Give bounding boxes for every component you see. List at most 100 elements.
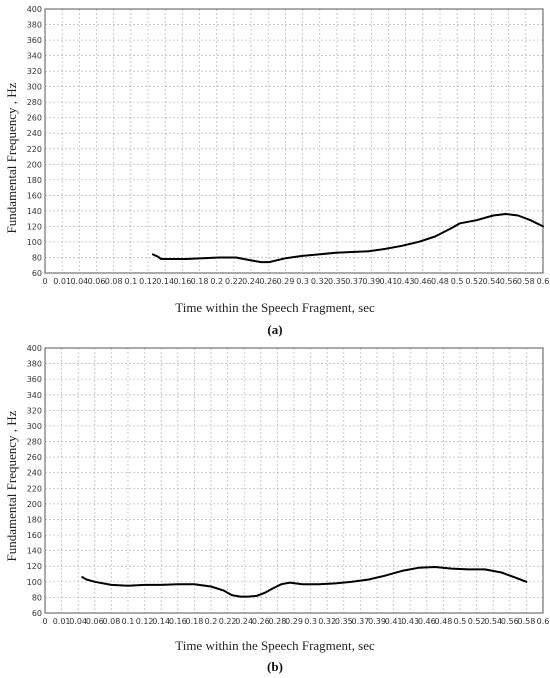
chart-b-xtick-label: 0.29	[285, 617, 303, 626]
chart-b-ytick-label: 400	[27, 344, 42, 353]
chart-a-xtick-label: 0.54	[483, 277, 501, 286]
chart-b-xtick-label: 0.48	[434, 617, 452, 626]
chart-a-xtick-label: 0.37	[345, 277, 363, 286]
chart-b-xtick-label: 0.46	[418, 617, 436, 626]
chart-a-xlabel: Time within the Speech Fragment, sec	[175, 300, 375, 315]
chart-a-xtick-label: 0.58	[517, 277, 535, 286]
chart-a-xtick-label: 0.22	[225, 277, 243, 286]
chart-a-ytick-label: 140	[27, 207, 42, 216]
chart-a-xtick-label: 0.26	[259, 277, 277, 286]
chart-b-ytick-label: 280	[27, 438, 42, 447]
chart-b-xtick-label: 0.56	[501, 617, 519, 626]
chart-b-xtick-label: 0.41	[385, 617, 403, 626]
chart-b-ytick-label: 140	[27, 547, 42, 556]
chart-a-ytick-label: 240	[27, 129, 42, 138]
chart-a-ytick-label: 380	[27, 21, 42, 30]
chart-a-xtick-label: 0.14	[156, 277, 174, 286]
chart-b-ytick-label: 220	[27, 484, 42, 493]
chart-b-xtick-label: 0.43	[401, 617, 419, 626]
chart-a-xtick-label: 0.1	[124, 277, 137, 286]
chart-b-xtick-label: 0.12	[136, 617, 154, 626]
chart-a-ytick-label: 220	[27, 145, 42, 154]
chart-b-xtick-label: 0.6	[537, 617, 550, 626]
chart-b-svg: 60 80 100 120 140 160 180 200 220 240 260 280 300 320…	[27, 344, 550, 626]
chart-b-ylabel: Fundamental Frequency , Hz	[4, 410, 19, 562]
chart-b-ytick-label: 100	[27, 578, 42, 587]
chart-b-ytick-label: 120	[27, 562, 42, 571]
chart-b-ytick-label: 80	[32, 593, 42, 602]
chart-a-xtick-label: 0.39	[362, 277, 380, 286]
chart-b-ytick-label: 260	[27, 453, 42, 462]
chart-a-xtick-label: 0.3	[296, 277, 309, 286]
chart-a-xtick-label: 0.43	[397, 277, 415, 286]
chart-b-xtick-label: 0	[42, 617, 47, 626]
chart-a-xtick-label: 0.6	[537, 277, 550, 286]
chart-a-xtick-label: 0.48	[431, 277, 449, 286]
chart-a-xtick-label: 0.41	[380, 277, 398, 286]
chart-a-series-line	[151, 213, 544, 264]
chart-b-ytick-label: 360	[27, 375, 42, 384]
chart-a-ytick-label: 300	[27, 83, 42, 92]
chart-a-xtick-label: 0.24	[242, 277, 260, 286]
chart-b-xtick-label: 0.2	[205, 617, 218, 626]
chart-panel-b: 60 80 100 120 140 160 180 200 220 240 260 280 300 320…	[0, 340, 550, 678]
chart-b-xtick-label: 0.32	[318, 617, 336, 626]
chart-a-ytick-label: 280	[27, 98, 42, 107]
chart-a-ytick-label: 320	[27, 67, 42, 76]
chart-b-xtick-label: 0.16	[169, 617, 187, 626]
chart-b-xtick-label: 0.18	[185, 617, 203, 626]
chart-b-xtick-label: 0.52	[468, 617, 486, 626]
chart-a-ytick-label: 340	[27, 52, 42, 61]
chart-a-xtick-label: 0.5	[451, 277, 464, 286]
chart-b-xtick-label: 0.58	[517, 617, 535, 626]
chart-a-xtick-label: 0.29	[277, 277, 295, 286]
chart-b-xtick-label: 0.3	[304, 617, 317, 626]
chart-a-xtick-label: 0.52	[465, 277, 483, 286]
chart-a-xtick-label: 0.12	[139, 277, 157, 286]
chart-a-ytick-label: 120	[27, 222, 42, 231]
chart-a-ytick-label: 160	[27, 191, 42, 200]
chart-b-ytick-label: 180	[27, 515, 42, 524]
chart-b-xtick-label: 0.04	[69, 617, 87, 626]
chart-a-xtick-label: 0	[42, 277, 47, 286]
chart-b-xtick-label: 0.06	[86, 617, 104, 626]
chart-a-ytick-label: 180	[27, 176, 42, 185]
chart-b-xtick-label: 0.5	[454, 617, 467, 626]
chart-b-xlabel: Time within the Speech Fragment, sec	[175, 638, 375, 653]
chart-b-ytick-label: 240	[27, 469, 42, 478]
chart-a-xtick-label: 0.04	[70, 277, 88, 286]
chart-a-plot-area	[45, 9, 543, 273]
chart-b-ytick-label: 300	[27, 422, 42, 431]
chart-a-ylabel: Fundamental Frequency , Hz	[4, 82, 19, 234]
chart-b-ytick-label: 320	[27, 406, 42, 415]
chart-a-ytick-label: 260	[27, 114, 42, 123]
chart-a-ytick-label: 100	[27, 238, 42, 247]
caption-b: (b)	[267, 659, 283, 674]
chart-b-xtick-label: 0.35	[335, 617, 353, 626]
chart-a-xtick-label: 0.08	[105, 277, 123, 286]
chart-b-xtick-label: 0.28	[268, 617, 286, 626]
chart-b-ytick-label: 380	[27, 360, 42, 369]
chart-b-ytick-label: 340	[27, 391, 42, 400]
chart-a-xtick-label: 0.01	[53, 277, 71, 286]
chart-a-xtick-label: 0.16	[173, 277, 191, 286]
chart-b-ytick-label: 200	[27, 500, 42, 509]
chart-b-axes-frame	[44, 347, 544, 614]
chart-panel-a: 60 80 100 120 140 160 180 200 220 240 260 280 300 320…	[4, 5, 550, 337]
chart-b-xtick-label: 0.24	[235, 617, 253, 626]
chart-a-axes-frame	[44, 8, 544, 274]
caption-a: (a)	[267, 322, 283, 337]
chart-a-xtick-label: 0.2	[210, 277, 223, 286]
chart-b-xtick-label: 0.54	[484, 617, 502, 626]
chart-b-xtick-label: 0.1	[122, 617, 135, 626]
chart-a-xtick-label: 0.46	[414, 277, 432, 286]
chart-b-ytick-label: 60	[32, 609, 42, 618]
chart-a-xtick-label: 0.18	[191, 277, 209, 286]
chart-b-xtick-label: 0.14	[152, 617, 170, 626]
chart-b-ytick-label: 160	[27, 531, 42, 540]
chart-b-xtick-label: 0.37	[351, 617, 369, 626]
chart-a-ytick-label: 200	[27, 160, 42, 169]
chart-b-xtick-label: 0.08	[102, 617, 120, 626]
chart-a-ytick-label: 60	[32, 269, 42, 278]
chart-a-xtick-label: 0.56	[500, 277, 518, 286]
